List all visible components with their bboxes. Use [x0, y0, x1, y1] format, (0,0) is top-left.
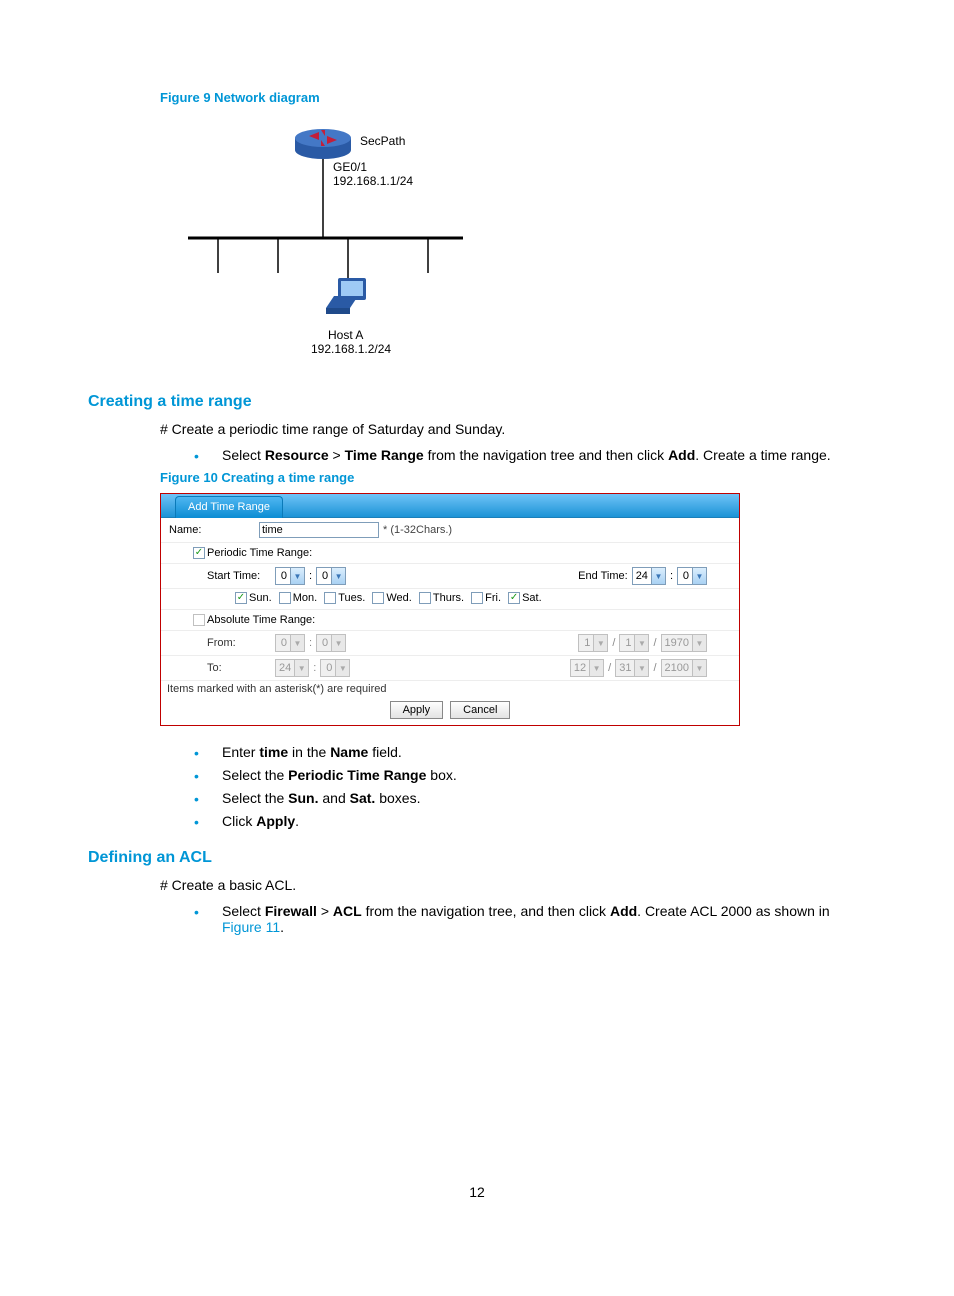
from-day-select: 1▼ [619, 634, 649, 652]
from-label: From: [207, 637, 271, 649]
day-checkbox-sun[interactable]: ✓ [235, 592, 247, 604]
to-label: To: [207, 662, 271, 674]
chevron-down-icon: ▼ [294, 660, 308, 676]
periodic-label: Periodic Time Range: [207, 547, 312, 559]
host-ip-label: 192.168.1.2/24 [311, 342, 391, 356]
chevron-down-icon: ▼ [335, 660, 349, 676]
to-day-select: 31▼ [615, 659, 649, 677]
day-checkbox-sat[interactable]: ✓ [508, 592, 520, 604]
secpath-label: SecPath [360, 134, 405, 148]
name-hint: * (1-32Chars.) [383, 524, 452, 536]
day-checkbox-tues[interactable] [324, 592, 336, 604]
required-note: Items marked with an asterisk(*) are req… [161, 681, 739, 697]
cancel-button[interactable]: Cancel [450, 701, 510, 719]
from-min-select: 0▼ [316, 634, 346, 652]
name-input[interactable] [259, 522, 379, 538]
chevron-down-icon: ▼ [634, 635, 648, 651]
ge-label: GE0/1 [333, 160, 367, 174]
days-row: ✓Sun. Mon. Tues. Wed. Thurs. Fri. ✓Sat. [161, 589, 739, 610]
section-creating-time-range: Creating a time range [88, 393, 866, 411]
apply-button[interactable]: Apply [390, 701, 444, 719]
start-hour-select[interactable]: 0▼ [275, 567, 305, 585]
network-diagram: SecPath GE0/1 192.168.1.1/24 Host A 19 [188, 113, 488, 373]
start-min-select[interactable]: 0▼ [316, 567, 346, 585]
chevron-down-icon: ▼ [331, 568, 345, 584]
to-month-select: 12▼ [570, 659, 604, 677]
post-bullet-2: Select the Periodic Time Range box. [194, 767, 866, 783]
chevron-down-icon: ▼ [651, 568, 665, 584]
start-time-label: Start Time: [207, 570, 271, 582]
section2-bullet1: Select Firewall > ACL from the navigatio… [194, 903, 866, 935]
post-bullet-4: Click Apply. [194, 813, 866, 829]
day-label: Sat. [522, 592, 542, 604]
day-label: Mon. [293, 592, 321, 604]
from-month-select: 1▼ [578, 634, 608, 652]
absolute-label: Absolute Time Range: [207, 614, 315, 626]
chevron-down-icon: ▼ [290, 568, 304, 584]
tab-add-time-range[interactable]: Add Time Range [175, 496, 283, 518]
from-year-select: 1970▼ [661, 634, 707, 652]
day-label: Wed. [386, 592, 415, 604]
day-checkbox-wed[interactable] [372, 592, 384, 604]
ge-ip-label: 192.168.1.1/24 [333, 174, 413, 188]
periodic-checkbox[interactable]: ✓ [193, 547, 205, 559]
end-time-label: End Time: [578, 570, 628, 582]
day-label: Fri. [485, 592, 504, 604]
add-time-range-form: Add Time Range Name: * (1-32Chars.) ✓ Pe… [160, 493, 740, 726]
section-defining-acl: Defining an ACL [88, 849, 866, 867]
day-checkbox-mon[interactable] [279, 592, 291, 604]
from-hour-select: 0▼ [275, 634, 305, 652]
figure11-link[interactable]: Figure 11 [222, 919, 280, 935]
to-year-select: 2100▼ [661, 659, 707, 677]
to-hour-select: 24▼ [275, 659, 309, 677]
chevron-down-icon: ▼ [634, 660, 648, 676]
to-min-select: 0▼ [320, 659, 350, 677]
absolute-checkbox[interactable] [193, 614, 205, 626]
end-hour-select[interactable]: 24▼ [632, 567, 666, 585]
day-checkbox-fri[interactable] [471, 592, 483, 604]
figure9-caption: Figure 9 Network diagram [88, 90, 866, 105]
section2-intro: # Create a basic ACL. [88, 875, 866, 896]
chevron-down-icon: ▼ [692, 660, 706, 676]
tab-bar: Add Time Range [161, 494, 739, 518]
chevron-down-icon: ▼ [692, 635, 706, 651]
chevron-down-icon: ▼ [331, 635, 345, 651]
post-bullet-1: Enter time in the Name field. [194, 744, 866, 760]
day-label: Thurs. [433, 592, 467, 604]
section1-bullet1: Select Resource > Time Range from the na… [194, 447, 866, 463]
figure10-caption: Figure 10 Creating a time range [88, 470, 866, 485]
page-number: 12 [0, 1184, 954, 1200]
host-label: Host A [328, 328, 363, 342]
day-label: Tues. [338, 592, 368, 604]
chevron-down-icon: ▼ [290, 635, 304, 651]
day-label: Sun. [249, 592, 275, 604]
chevron-down-icon: ▼ [589, 660, 603, 676]
chevron-down-icon: ▼ [692, 568, 706, 584]
end-min-select[interactable]: 0▼ [677, 567, 707, 585]
section1-intro: # Create a periodic time range of Saturd… [88, 419, 866, 440]
chevron-down-icon: ▼ [593, 635, 607, 651]
name-label: Name: [169, 524, 259, 536]
post-bullet-3: Select the Sun. and Sat. boxes. [194, 790, 866, 806]
day-checkbox-thurs[interactable] [419, 592, 431, 604]
